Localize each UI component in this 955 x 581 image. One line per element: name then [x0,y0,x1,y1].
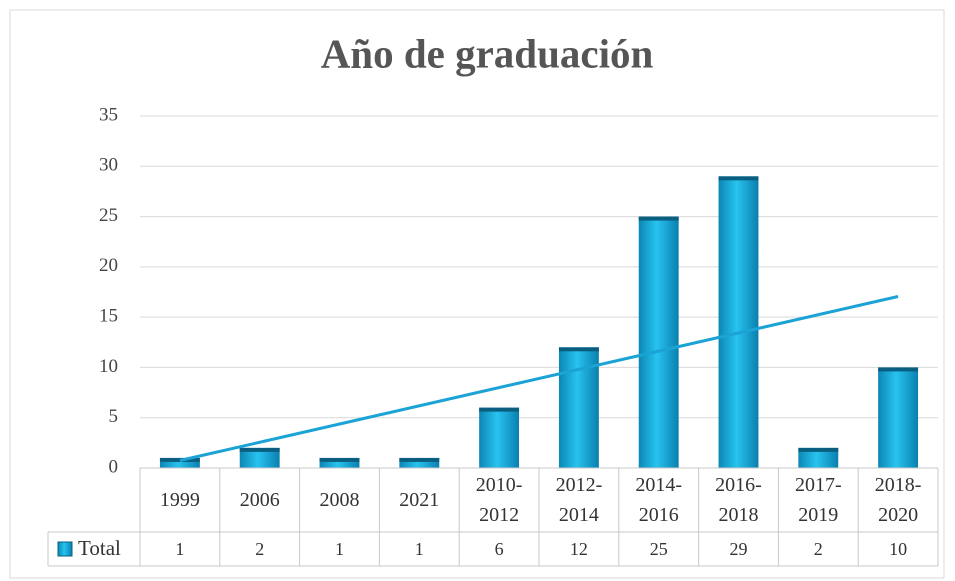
y-tick-label: 15 [99,306,118,327]
legend-key [57,541,73,557]
table-value: 6 [494,539,504,559]
table-value: 1 [175,539,185,559]
legend-label: Total [78,536,121,560]
y-tick-label: 20 [99,255,118,276]
bar [638,216,679,468]
bar-cap [718,176,759,181]
x-tick-label: 2017-2019 [794,474,842,526]
y-tick-label: 30 [99,155,118,176]
table-value: 2 [255,539,265,559]
x-tick-label: 2010-2012 [475,474,523,526]
y-tick-label: 35 [99,104,118,125]
bar [479,407,520,468]
table-value: 1 [334,539,344,559]
x-tick-label: 2006 [239,489,280,511]
x-tick-label: 2021 [399,489,440,511]
x-tick-label: 2008 [319,489,360,511]
chart-title: Año de graduación [321,30,654,76]
bar-cap [798,447,839,452]
x-tick-label: 2014-2016 [635,474,683,526]
table-value: 12 [569,539,588,559]
bar [399,457,440,468]
bar-cap [239,447,280,452]
x-tick-label: 2012-2014 [555,474,603,526]
bar-cap [558,347,599,352]
bar [878,367,919,468]
bar-cap [638,216,679,221]
y-tick-label: 10 [99,356,118,377]
bar [159,457,200,468]
table-value: 1 [414,539,424,559]
x-tick-label: 2018-2020 [874,474,922,526]
bar [319,457,360,468]
chart-border [9,9,945,579]
trendline [179,295,899,462]
table-value: 2 [813,539,823,559]
y-tick-label: 5 [109,406,119,427]
bar-cap [479,407,520,412]
bar [718,176,759,469]
bar [239,447,280,468]
table-value: 29 [729,539,748,559]
table-value: 10 [889,539,908,559]
y-tick-label: 25 [99,205,118,226]
x-tick-label: 2016-2018 [715,474,762,526]
bar [798,447,839,468]
bar-cap [399,457,440,462]
x-tick-label: 1999 [159,489,200,511]
bar-cap [878,367,919,372]
table-value: 25 [649,539,668,559]
y-tick-label: 0 [109,456,119,477]
bar-cap [319,457,360,462]
